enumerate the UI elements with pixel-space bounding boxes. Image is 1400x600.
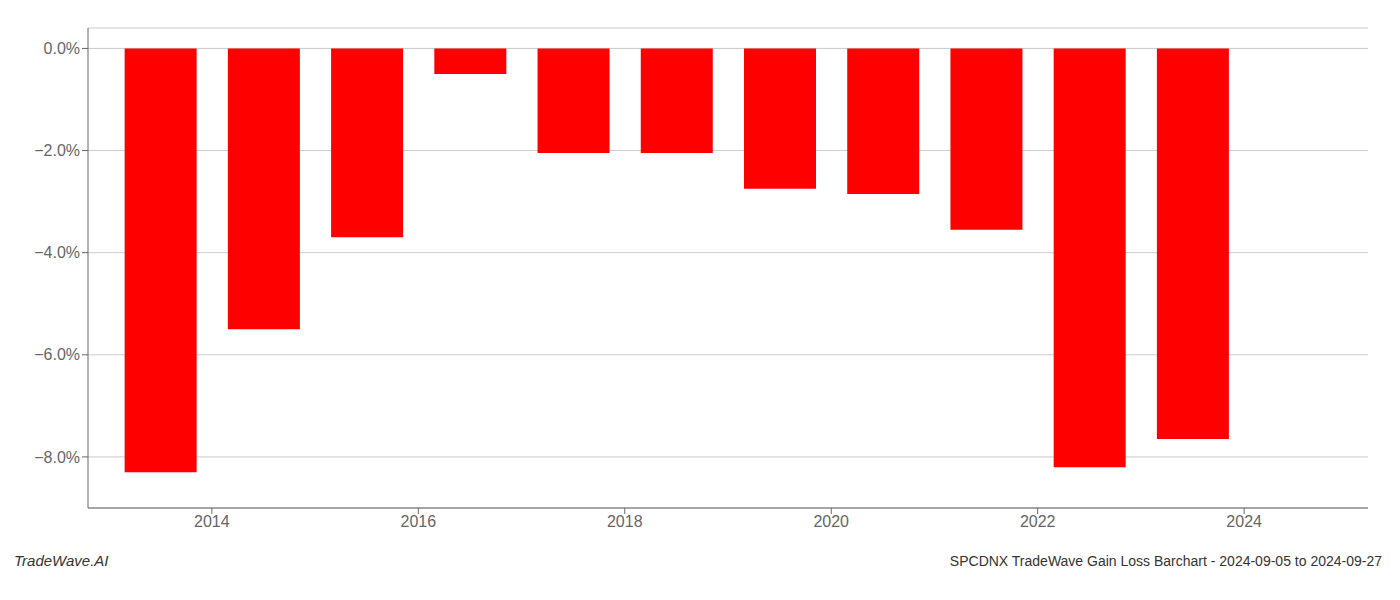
svg-text:−4.0%: −4.0% — [34, 244, 80, 261]
svg-text:2014: 2014 — [194, 513, 230, 530]
svg-text:2024: 2024 — [1226, 513, 1262, 530]
svg-text:−8.0%: −8.0% — [34, 449, 80, 466]
svg-text:−2.0%: −2.0% — [34, 142, 80, 159]
svg-text:0.0%: 0.0% — [44, 40, 80, 57]
svg-text:2018: 2018 — [607, 513, 643, 530]
html-text:TradeWave.AI: TradeWave.AI — [14, 552, 109, 569]
svg-text:−6.0%: −6.0% — [34, 346, 80, 363]
html-text:SPCDNX TradeWave Gain Loss Bar: SPCDNX TradeWave Gain Loss Barchart - 20… — [949, 553, 1382, 569]
svg-text:2020: 2020 — [813, 513, 849, 530]
svg-text:2022: 2022 — [1020, 513, 1056, 530]
svg-text:2016: 2016 — [401, 513, 437, 530]
